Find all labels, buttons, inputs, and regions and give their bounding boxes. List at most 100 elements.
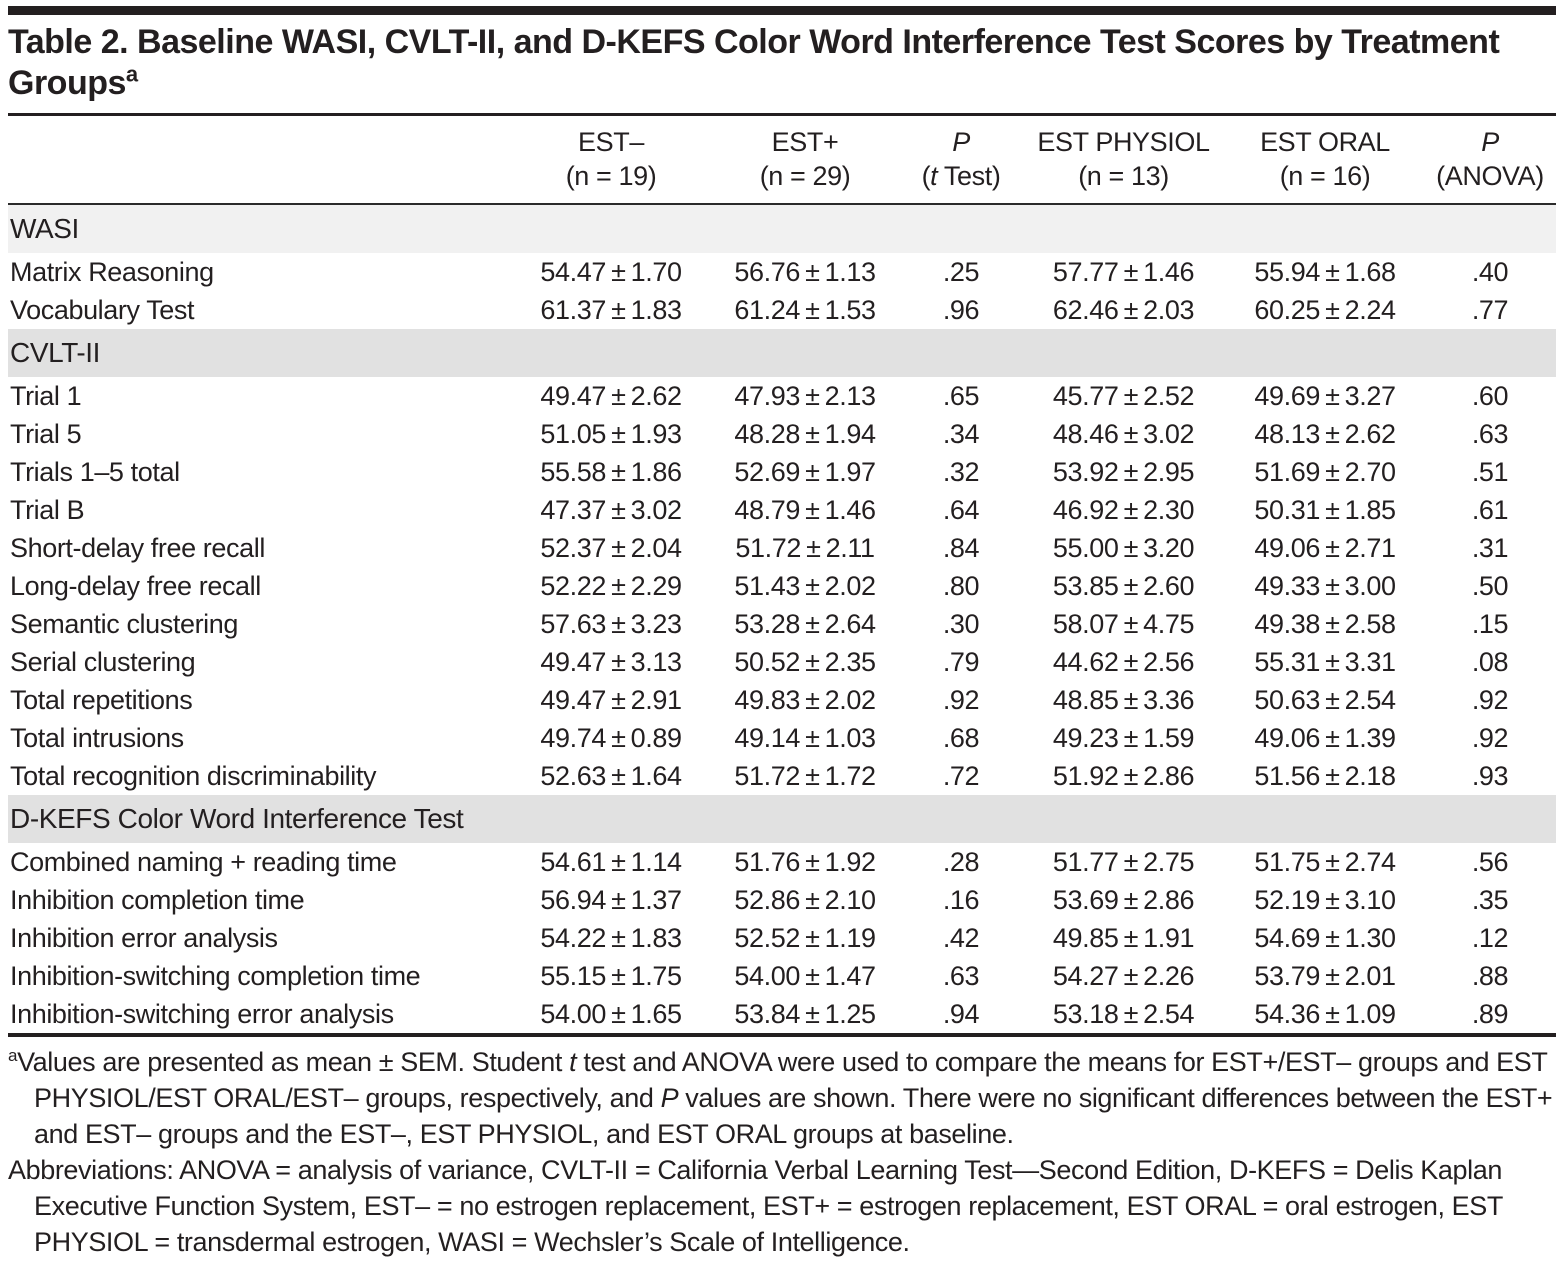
row-label: Semantic clustering <box>10 608 239 639</box>
cell-value: 51.05 ± 1.93 <box>540 418 682 449</box>
cell-value: 49.47 ± 2.62 <box>540 380 682 411</box>
cell-value: .92 <box>1471 722 1509 753</box>
section-header: D-KEFS Color Word Interference Test <box>10 803 464 834</box>
cell-value: .16 <box>942 884 980 915</box>
cell-value: 49.69 ± 3.27 <box>1254 380 1396 411</box>
cell-value: 60.25 ± 2.24 <box>1254 294 1396 325</box>
row-label: Total intrusions <box>10 722 184 753</box>
table-row: Semantic clustering 57.63 ± 3.23 53.28 ± 2… <box>8 605 1556 643</box>
text-fragment: values are shown. There were no signific… <box>34 1083 1553 1149</box>
cell-value: 49.33 ± 3.00 <box>1254 570 1396 601</box>
cell-value: 52.22 ± 2.29 <box>540 570 682 601</box>
cell-value: 52.52 ± 1.19 <box>734 922 876 953</box>
table-row: Short-delay free recall 52.37 ± 2.04 51.72… <box>8 529 1556 567</box>
scores-table: EST– (n = 19) EST+ (n = 29) P (t Test) EST PHY… <box>8 116 1556 1033</box>
table-row: Long-delay free recall 52.22 ± 2.29 51.43 … <box>8 567 1556 605</box>
cell-value: 51.76 ± 1.92 <box>734 846 876 877</box>
cell-value: 54.00 ± 1.47 <box>734 960 876 991</box>
footnote-abbreviations: Abbreviations: ANOVA = analysis of varia… <box>8 1152 1556 1260</box>
cell-value: .84 <box>942 532 980 563</box>
footnote-a-text: Values are presented as mean ± SEM. Stud… <box>17 1047 1553 1149</box>
cell-value: .61 <box>1471 494 1509 525</box>
cell-value: 54.00 ± 1.65 <box>540 998 682 1029</box>
cell-value: 52.63 ± 1.64 <box>540 760 682 791</box>
cell-value: 56.76 ± 1.13 <box>734 256 876 287</box>
cell-value: 49.38 ± 2.58 <box>1254 608 1396 639</box>
cell-value: .88 <box>1471 960 1509 991</box>
table-row: Total intrusions 49.74 ± 0.89 49.14 ± 1.03… <box>8 719 1556 757</box>
row-label: Inhibition error analysis <box>10 922 278 953</box>
cell-value: 54.61 ± 1.14 <box>540 846 682 877</box>
row-label: Total repetitions <box>10 684 193 715</box>
column-header-top: EST ORAL <box>1260 127 1390 157</box>
column-header-row: EST– (n = 19) EST+ (n = 29) P (t Test) EST PHY… <box>8 116 1556 205</box>
cell-value: 49.83 ± 2.02 <box>734 684 876 715</box>
footnote-a-marker: a <box>8 1046 18 1065</box>
cell-value: 62.46 ± 2.03 <box>1052 294 1195 325</box>
text-fragment: ( <box>921 161 931 191</box>
cell-value: 53.79 ± 2.01 <box>1254 960 1396 991</box>
cell-value: .79 <box>942 646 980 677</box>
cell-value: .30 <box>942 608 980 639</box>
cell-value: 55.31 ± 3.31 <box>1254 646 1396 677</box>
text-fragment: t <box>930 161 938 191</box>
cell-value: 47.93 ± 2.13 <box>734 380 876 411</box>
cell-value: 51.75 ± 2.74 <box>1254 846 1396 877</box>
cell-value: 55.94 ± 1.68 <box>1254 256 1396 287</box>
cell-value: 52.19 ± 3.10 <box>1254 884 1396 915</box>
cell-value: .93 <box>1471 760 1509 791</box>
cell-value: 50.63 ± 2.54 <box>1254 684 1396 715</box>
table-bottom-rule <box>8 1033 1556 1037</box>
cell-value: .92 <box>942 684 980 715</box>
cell-value: 61.37 ± 1.83 <box>540 294 682 325</box>
cell-value: 61.24 ± 1.53 <box>734 294 876 325</box>
table-row: Total repetitions 49.47 ± 2.91 49.83 ± 2.0… <box>8 681 1556 719</box>
cell-value: .92 <box>1471 684 1509 715</box>
column-header-top: EST PHYSIOL <box>1037 127 1210 157</box>
cell-value: 55.15 ± 1.75 <box>540 960 682 991</box>
table-row: Inhibition-switching completion time 55.1… <box>8 957 1556 995</box>
cell-value: 46.92 ± 2.30 <box>1052 494 1195 525</box>
column-header-top: EST– <box>578 127 644 157</box>
row-label: Short-delay free recall <box>10 532 265 563</box>
table-row: Matrix Reasoning 54.47 ± 1.70 56.76 ± 1.13… <box>8 253 1556 291</box>
cell-value: .28 <box>942 846 980 877</box>
cell-value: 52.86 ± 2.10 <box>734 884 876 915</box>
cell-value: .34 <box>942 418 980 449</box>
cell-value: 48.85 ± 3.36 <box>1052 684 1195 715</box>
row-label: Trial 5 <box>10 418 82 449</box>
text-fragment: Test) <box>937 161 1001 191</box>
cell-value: 52.69 ± 1.97 <box>734 456 876 487</box>
table-title-footnote-marker: a <box>125 61 138 87</box>
cell-value: 51.69 ± 2.70 <box>1254 456 1396 487</box>
cell-value: .63 <box>1471 418 1509 449</box>
table-title: Table 2. Baseline WASI, CVLT-II, and D-K… <box>8 22 1556 104</box>
row-label: Matrix Reasoning <box>10 256 214 287</box>
cell-value: 49.74 ± 0.89 <box>540 722 682 753</box>
text-fragment: P <box>660 1083 679 1113</box>
cell-value: 44.62 ± 2.56 <box>1052 646 1195 677</box>
table-row: Trial B 47.37 ± 3.02 48.79 ± 1.46 .64 46.92 … <box>8 491 1556 529</box>
cell-value: 54.69 ± 1.30 <box>1254 922 1396 953</box>
cell-value: 51.77 ± 2.75 <box>1052 846 1195 877</box>
cell-value: 47.37 ± 3.02 <box>540 494 682 525</box>
cell-value: 51.92 ± 2.86 <box>1052 760 1195 791</box>
row-label-column-header <box>8 116 513 205</box>
cell-value: 49.06 ± 1.39 <box>1254 722 1396 753</box>
cell-value: 58.07 ± 4.75 <box>1052 608 1195 639</box>
cell-value: 57.63 ± 3.23 <box>540 608 682 639</box>
row-label: Trial B <box>10 494 85 525</box>
footnote-abbreviations-text: Abbreviations: ANOVA = analysis of varia… <box>8 1155 1503 1257</box>
column-header-bottom: (n = 19) <box>565 161 657 191</box>
row-label: Trial 1 <box>10 380 82 411</box>
cell-value: .64 <box>942 494 980 525</box>
table-row: Total recognition discriminability 52.63 … <box>8 757 1556 795</box>
cell-value: 53.84 ± 1.25 <box>734 998 876 1029</box>
cell-value: .80 <box>942 570 980 601</box>
text-fragment: Values are presented as mean ± SEM. Stud… <box>17 1047 570 1077</box>
cell-value: 48.79 ± 1.46 <box>734 494 876 525</box>
cell-value: .68 <box>942 722 980 753</box>
cell-value: 50.52 ± 2.35 <box>734 646 876 677</box>
table-row: Trial 5 51.05 ± 1.93 48.28 ± 1.94 .34 48.46 … <box>8 415 1556 453</box>
cell-value: .77 <box>1471 294 1509 325</box>
